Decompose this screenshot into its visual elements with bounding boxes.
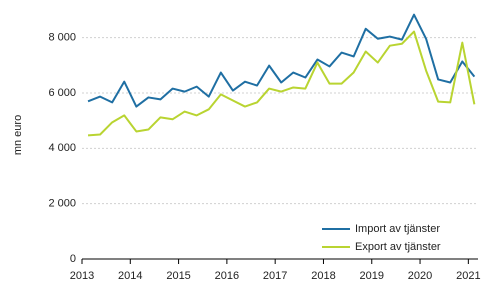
x-tick-label: 2018 <box>311 270 335 282</box>
x-tick-label: 2016 <box>215 270 239 282</box>
x-tick-label: 2020 <box>408 270 432 282</box>
y-tick-label: 2 000 <box>48 198 76 210</box>
y-tick-label: 4 000 <box>48 142 76 154</box>
series-line <box>87 30 476 137</box>
x-tick-label: 2021 <box>456 270 480 282</box>
x-tick-label: 2013 <box>70 270 94 282</box>
x-tick-label: 2019 <box>360 270 384 282</box>
y-tick-label: 0 <box>70 253 76 265</box>
series-line <box>87 13 476 108</box>
legend-label: Export av tjänster <box>355 241 441 253</box>
x-tick-label: 2015 <box>166 270 190 282</box>
y-axis-label: mn euro <box>12 115 24 155</box>
y-tick-label: 8 000 <box>48 32 76 44</box>
x-tick-label: 2014 <box>118 270 142 282</box>
x-tick-label: 2017 <box>263 270 287 282</box>
legend-label: Import av tjänster <box>355 223 440 235</box>
y-tick-label: 6 000 <box>48 87 76 99</box>
